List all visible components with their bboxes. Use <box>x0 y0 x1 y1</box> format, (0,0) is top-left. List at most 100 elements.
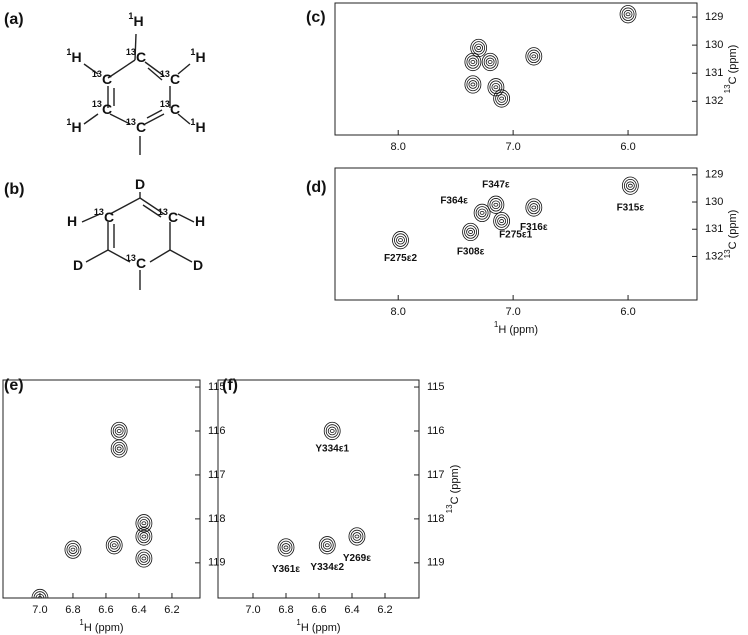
superscript: 13 <box>160 69 170 79</box>
contour-peak <box>466 227 476 237</box>
contour-peak <box>279 540 293 555</box>
superscript: 13 <box>92 99 102 109</box>
panel-label: (e) <box>4 377 24 394</box>
superscript: 13 <box>445 504 454 513</box>
peak-label: Y269ε <box>343 553 371 564</box>
contour-peak <box>525 47 543 66</box>
contours <box>464 5 637 108</box>
atom-label: 1H <box>190 47 205 64</box>
contour-peak <box>485 57 495 67</box>
label-text: H <box>71 119 81 135</box>
superscript: 1 <box>190 117 195 127</box>
y-axis-label: 13C (ppm) <box>723 210 739 259</box>
contour-peak <box>499 96 505 101</box>
contour-peak <box>623 178 637 193</box>
contour-peak <box>139 554 149 563</box>
contour-peak <box>621 7 635 21</box>
y-tick-label: 117 <box>427 469 445 481</box>
contour-peak <box>139 518 149 528</box>
atom-label: 1H <box>190 117 205 134</box>
atom-label: 13C <box>126 117 146 134</box>
contour-peak <box>625 181 635 190</box>
label-text: C (ppm) <box>727 210 739 250</box>
contour-peak <box>483 55 497 69</box>
atom-label: 1H <box>66 117 81 134</box>
plot-frame <box>334 2 698 136</box>
plot-frame <box>334 167 698 301</box>
plot-frame <box>2 379 201 599</box>
y-tick-label: 129 <box>705 169 723 181</box>
label-text: H (ppm) <box>498 324 538 336</box>
contour-peak <box>627 183 633 188</box>
contour-peak <box>66 542 80 557</box>
contour-peak <box>470 82 476 87</box>
superscript: 13 <box>126 47 136 57</box>
x-tick-label: 7.0 <box>32 604 47 616</box>
contour-peak <box>495 91 509 106</box>
panel-label: (c) <box>306 9 326 26</box>
label-text: H (ppm) <box>301 622 341 634</box>
contour-peak <box>112 424 126 438</box>
contour-peak <box>497 94 507 103</box>
contour-peak <box>111 543 117 548</box>
label-text: C (ppm) <box>727 45 739 85</box>
superscript: 13 <box>723 249 732 258</box>
contour-peak <box>109 540 119 550</box>
contour-peak <box>479 211 485 215</box>
contours <box>277 421 366 557</box>
y-tick-label: 132 <box>705 250 723 262</box>
contour-peak <box>324 543 330 548</box>
contour-peak <box>141 556 147 561</box>
contour-peak <box>350 529 364 544</box>
peak-label: Y361ε <box>272 564 300 575</box>
contour-peak <box>462 222 480 242</box>
contour-peak <box>493 85 499 90</box>
y-tick-label: 117 <box>208 469 226 481</box>
peak-label: F347ε <box>482 179 510 190</box>
x-tick-label: 6.4 <box>344 604 359 616</box>
contour-peak <box>495 214 509 228</box>
atom-label: 13C <box>94 207 114 224</box>
label-text: H <box>195 119 205 135</box>
x-tick-label: 7.0 <box>505 141 520 153</box>
superscript: 13 <box>126 253 136 263</box>
contour-peak <box>135 549 153 568</box>
contour-peak <box>68 545 78 554</box>
label-text: C <box>102 101 112 117</box>
contour-peak <box>320 538 334 552</box>
contour-peak <box>489 80 503 94</box>
contour-peak <box>527 49 541 64</box>
contour-peak <box>487 195 505 214</box>
contour-peak <box>625 12 631 17</box>
y-tick-label: 130 <box>705 39 723 51</box>
y-axis-label: 13C (ppm) <box>723 45 739 94</box>
panel-label: (a) <box>4 11 24 28</box>
label-text: H <box>195 49 205 65</box>
contour-peak <box>323 421 341 441</box>
x-tick-label: 6.8 <box>278 604 293 616</box>
superscript: 1 <box>79 618 84 627</box>
x-tick-label: 6.8 <box>65 604 80 616</box>
contour-peak <box>491 200 501 210</box>
contour-peak <box>352 532 362 541</box>
superscript: 1 <box>128 11 133 21</box>
label-text: H <box>71 49 81 65</box>
contour-peak <box>116 429 122 433</box>
contour-peak <box>37 596 43 598</box>
atom-label: 13C <box>92 99 112 116</box>
label-text: C <box>136 49 146 65</box>
x-tick-label: 6.0 <box>620 141 635 153</box>
contours <box>31 421 153 598</box>
x-tick-label: 6.0 <box>620 306 635 318</box>
contour-peak <box>499 219 505 223</box>
x-tick-label: 6.6 <box>311 604 326 616</box>
atom-label: D <box>73 257 83 273</box>
contour-peak <box>621 176 639 195</box>
contour-peak <box>141 534 147 539</box>
y-tick-label: 132 <box>705 95 723 107</box>
y-tick-label: 119 <box>208 557 226 569</box>
contour-peak <box>394 233 407 247</box>
molecule-b-bonds <box>81 192 195 290</box>
contour-peak <box>283 545 289 550</box>
label-text: D <box>193 257 203 273</box>
